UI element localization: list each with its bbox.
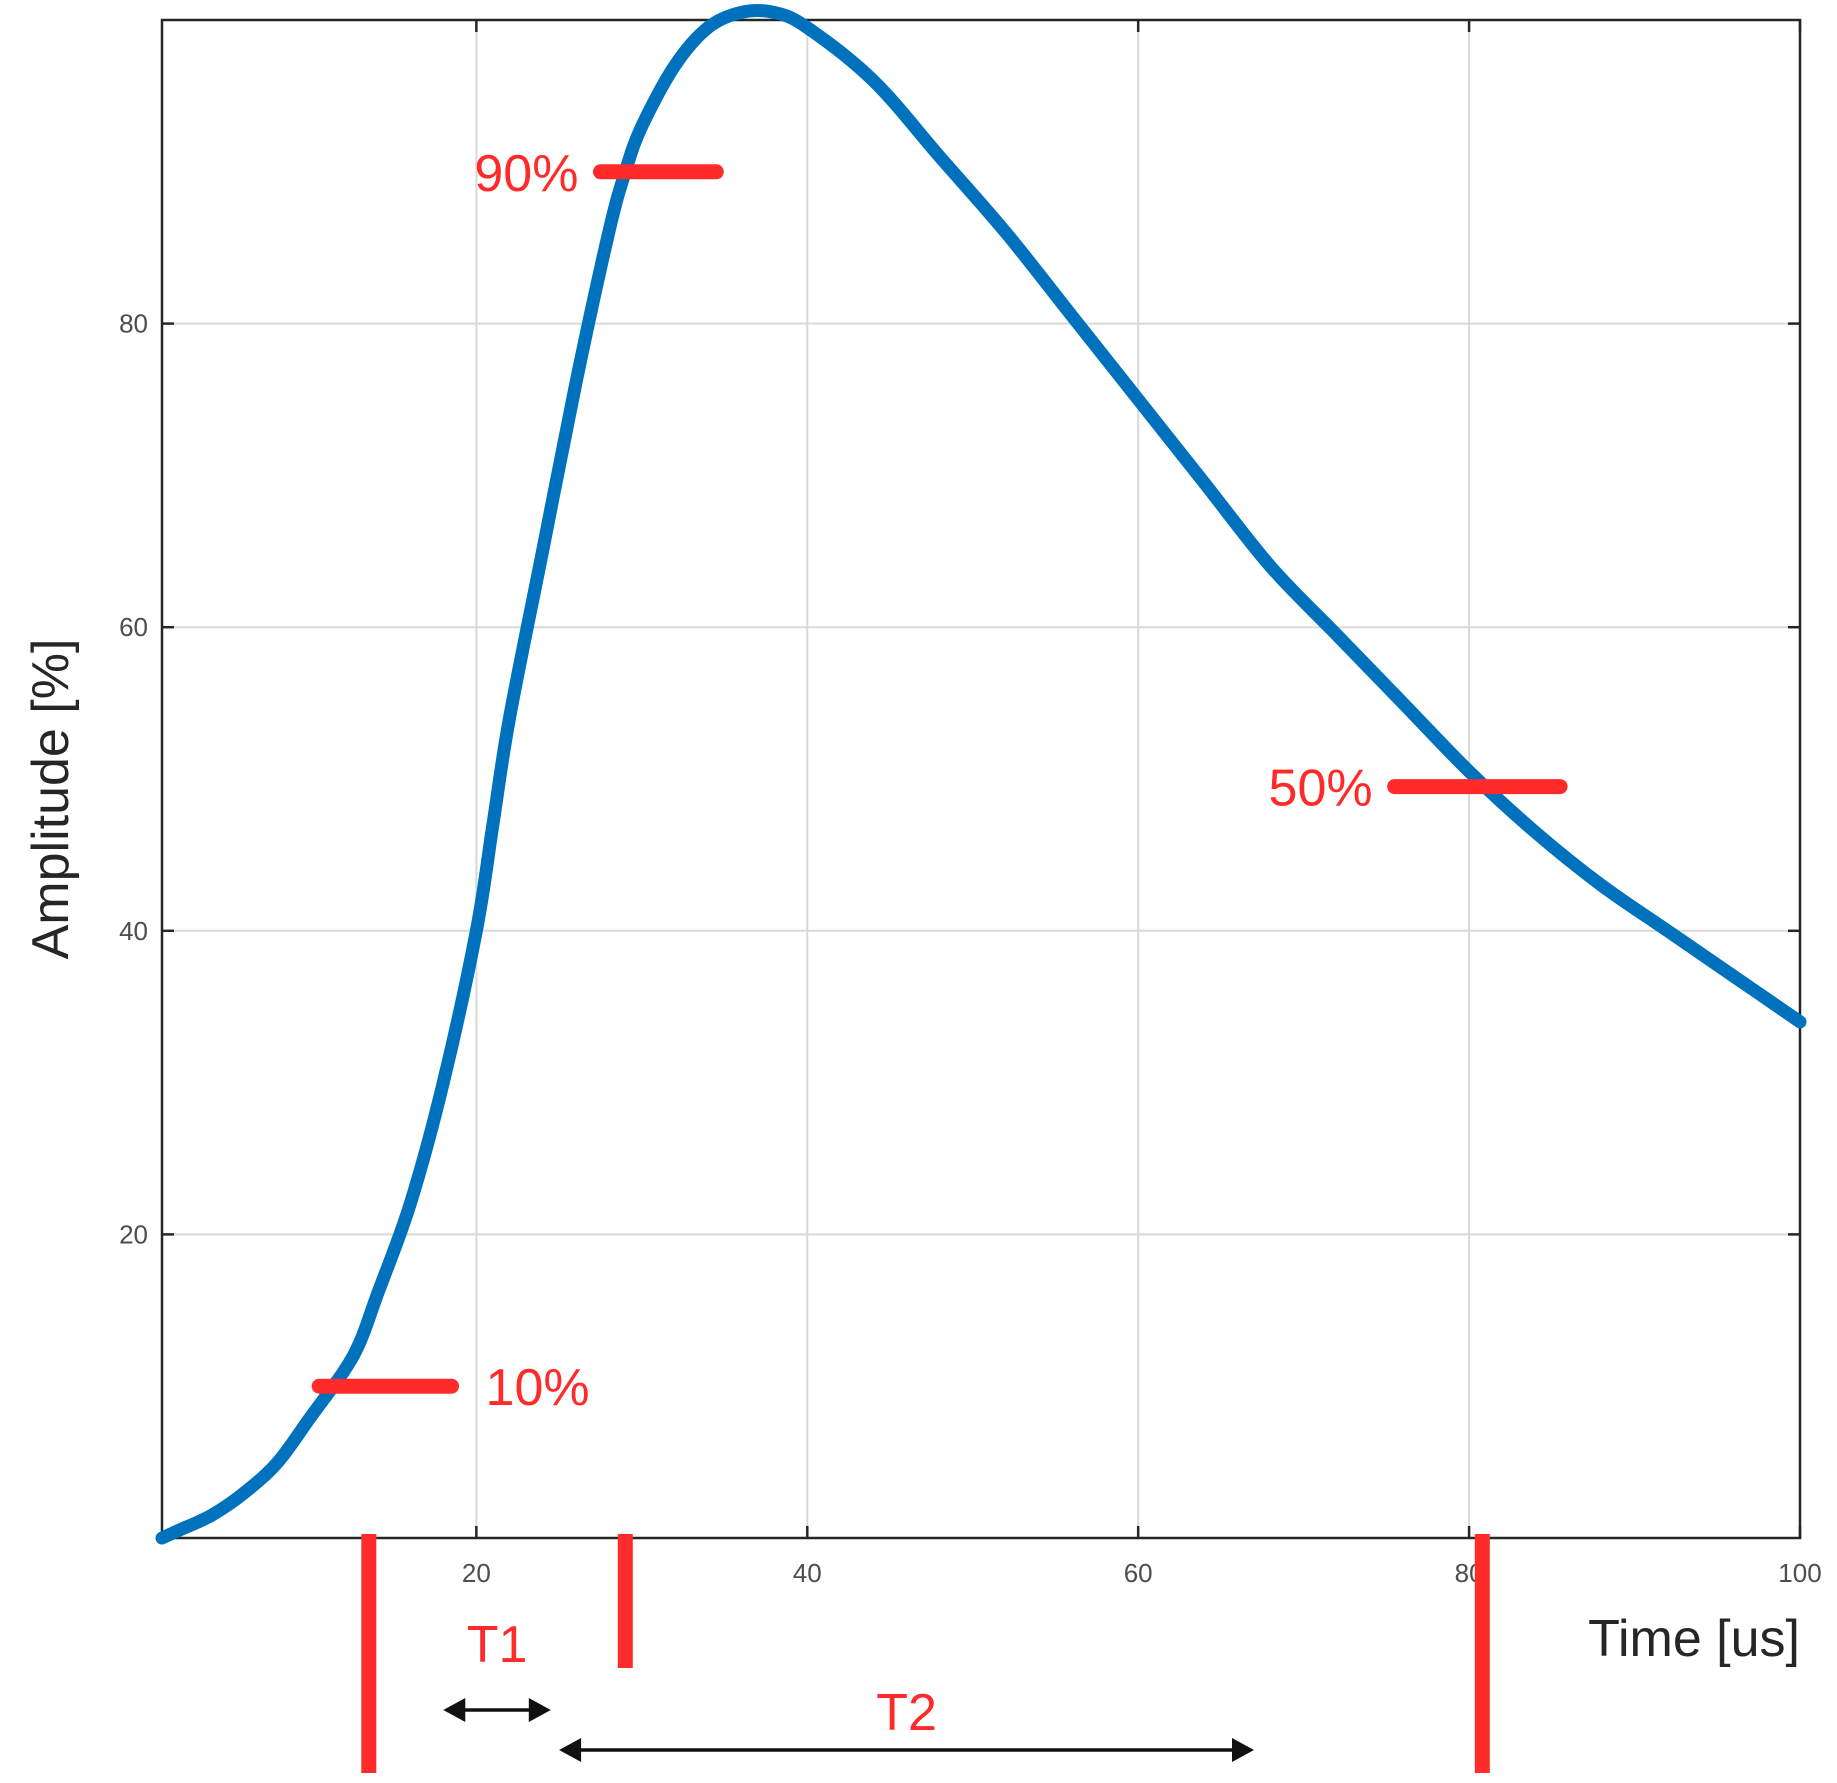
- x-tick-label: 40: [793, 1558, 822, 1588]
- annotation-layer: 10% 90% 50% T1 T2: [311, 145, 1568, 1773]
- plot-area-frame: [160, 18, 1802, 1540]
- x-axis-title: Time [us]: [1588, 1610, 1800, 1668]
- x-tick-label: 100: [1778, 1558, 1821, 1588]
- y-tick-label: 80: [119, 309, 148, 339]
- x-tick-label: 20: [462, 1558, 491, 1588]
- interval-arrowhead-left: [443, 1698, 466, 1722]
- series-layer: [155, 4, 1807, 1545]
- y-axis-title: Amplitude [%]: [22, 639, 80, 960]
- y-tick-label: 60: [119, 612, 148, 642]
- interval-label: T1: [467, 1616, 528, 1674]
- series-line: [155, 4, 1807, 1545]
- y-tick-label: 40: [119, 916, 148, 946]
- y-tick-label: 20: [119, 1219, 148, 1249]
- interval-arrowhead-left: [559, 1738, 582, 1762]
- level-marker-label: 90%: [474, 145, 578, 203]
- interval-arrowhead-right: [528, 1698, 551, 1722]
- interval-label: T2: [876, 1684, 937, 1742]
- grid-lines: [162, 20, 1801, 1538]
- level-marker-label: 50%: [1269, 760, 1373, 818]
- x-tick-label: 60: [1124, 1558, 1153, 1588]
- level-marker-label: 10%: [486, 1359, 590, 1417]
- interval-arrowhead-right: [1232, 1738, 1254, 1762]
